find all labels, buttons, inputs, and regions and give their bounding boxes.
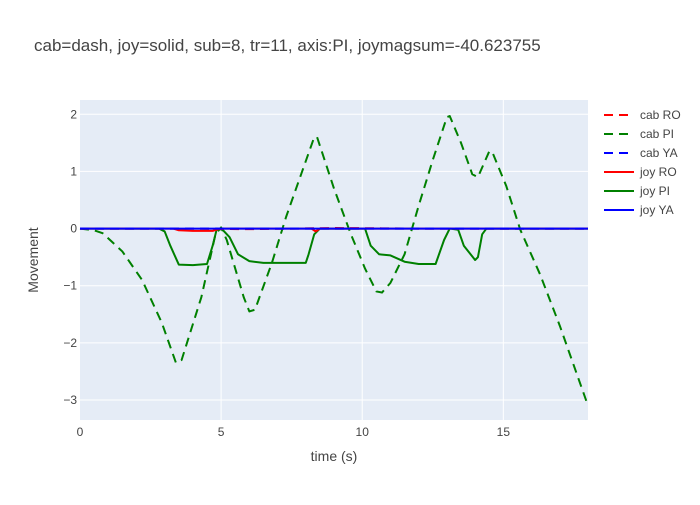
y-tick-label: −2 [63,336,77,350]
legend-item[interactable]: joy PI [604,184,670,198]
legend-item[interactable]: joy YA [604,203,674,217]
y-tick-label: 2 [70,107,77,121]
legend-item[interactable]: cab PI [604,127,674,141]
legend-item[interactable]: cab RO [604,108,681,122]
y-tick-label: −1 [63,279,77,293]
y-tick-label: 0 [70,222,77,236]
x-tick-label: 5 [218,425,225,439]
legend-item[interactable]: cab YA [604,146,678,160]
series-lines [79,115,589,407]
legend: cab RO cab PI cab YA joy RO joy PI joy YA [604,108,681,217]
series-line-cab-pi [79,115,589,407]
y-tick-label: −3 [63,393,77,407]
x-tick-label: 15 [497,425,511,439]
legend-label: joy YA [639,203,674,217]
legend-label: joy RO [639,165,677,179]
x-axis-title: time (s) [311,448,358,464]
legend-label: cab RO [640,108,681,122]
chart-title: cab=dash, joy=solid, sub=8, tr=11, axis:… [34,36,541,55]
y-axis-title: Movement [25,227,41,292]
legend-label: joy PI [639,184,670,198]
legend-label: cab PI [640,127,674,141]
legend-item[interactable]: joy RO [604,165,677,179]
y-tick-label: 1 [70,164,77,178]
x-tick-label: 10 [356,425,370,439]
legend-label: cab YA [640,146,678,160]
plot-area [80,100,588,420]
x-tick-label: 0 [77,425,84,439]
